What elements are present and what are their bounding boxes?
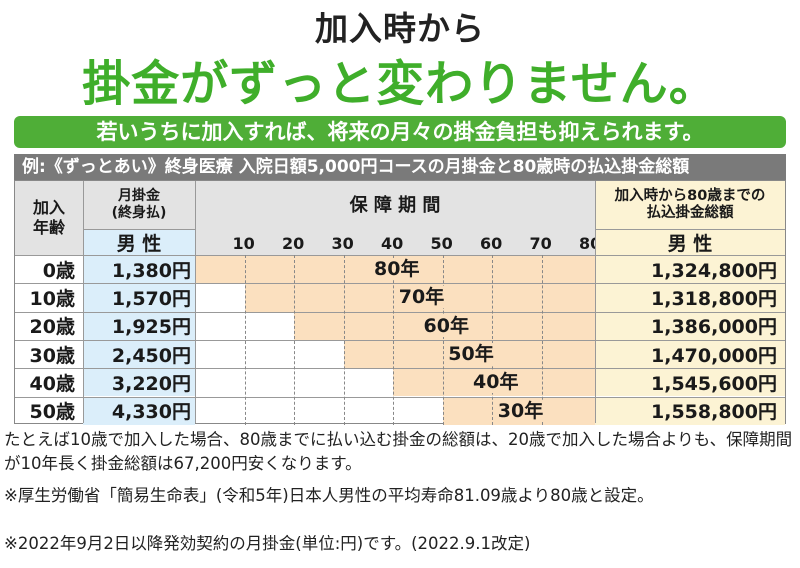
row-divider	[15, 368, 785, 370]
banner: 若いうちに加入すれば、将来の月々の掛金負担も抑えられます。	[14, 116, 786, 148]
row-age: 30歳	[29, 344, 75, 367]
period-tick-label: 10	[232, 234, 255, 253]
grid-dash	[294, 255, 295, 425]
explanation-paragraph: たとえば10歳で加入した場合、80歳までに払い込む掛金の総額は、20歳で加入した…	[4, 430, 793, 473]
period-column-header-bg	[195, 181, 595, 255]
period-tick-label: 20	[282, 234, 305, 253]
row-total: 1,386,000円	[595, 311, 785, 340]
grid-dash	[393, 255, 394, 425]
row-total: 1,318,800円	[595, 283, 785, 312]
premium-gender-header: 男 性	[83, 229, 195, 255]
column-divider	[595, 181, 596, 423]
row-total: 1,324,800円	[595, 255, 785, 284]
row-total: 1,470,000円	[595, 339, 785, 369]
header-divider	[83, 229, 195, 230]
row-premium: 2,450円	[83, 339, 195, 369]
row-total: 1,558,800円	[595, 396, 785, 425]
row-premium: 1,380円	[83, 255, 195, 284]
coverage-period-label: 60年	[422, 314, 470, 337]
period-tick-label: 30	[331, 234, 354, 253]
column-divider	[83, 181, 84, 423]
row-age: 0歳	[42, 259, 75, 282]
row-age: 40歳	[29, 372, 75, 395]
period-tick-label: 40	[381, 234, 404, 253]
row-premium: 1,570円	[83, 283, 195, 312]
grid-dash	[244, 255, 246, 425]
period-tick-label: 60	[480, 234, 503, 253]
period-column-header: 保 障 期 間	[349, 195, 441, 216]
row-total: 1,545,600円	[595, 368, 785, 397]
row-premium: 3,220円	[83, 368, 195, 397]
note-premium-unit: ※2022年9月2日以降発効契約の月掛金(単位:円)です。(2022.9.1改定…	[4, 534, 531, 553]
coverage-period-label: 80年	[373, 258, 421, 280]
grid-dash	[541, 255, 543, 425]
row-divider	[15, 396, 785, 398]
premium-table: 加入 年齢 月掛金 (終身払) 男 性 保 障 期 間 10 20 30 40 50 60…	[14, 180, 786, 425]
coverage-period-label: 50年	[447, 342, 495, 365]
row-divider	[15, 339, 785, 341]
example-caption: 例:《ずっとあい》終身医療 入院日額5,000円コースの月掛金と80歳時の払込掛…	[14, 154, 786, 180]
age-column-header: 加入 年齢	[15, 181, 83, 255]
row-premium: 4,330円	[83, 396, 195, 425]
row-age: 50歳	[29, 401, 75, 424]
column-divider	[195, 181, 196, 423]
coverage-period-label: 40年	[472, 371, 520, 394]
row-divider	[15, 283, 785, 285]
row-premium: 1,925円	[83, 311, 195, 340]
total-gender-header: 男 性	[595, 229, 785, 255]
row-age: 10歳	[29, 287, 75, 310]
period-tick-label: 70	[529, 234, 552, 253]
coverage-period-label: 30年	[496, 399, 545, 422]
coverage-period-label: 70年	[397, 286, 446, 309]
grid-dash	[492, 255, 493, 425]
row-age: 20歳	[29, 316, 75, 339]
row-divider	[15, 255, 785, 256]
grid-dash	[343, 255, 345, 425]
header-divider	[595, 229, 785, 230]
grid-dash	[442, 255, 444, 425]
note-life-expectancy: ※厚生労働省「簡易生命表」(令和5年)日本人男性の平均寿命81.09歳より80歳…	[4, 486, 654, 505]
period-tick-label: 50	[430, 234, 453, 253]
heading-line1: 加入時から	[315, 9, 485, 48]
premium-column-header: 月掛金 (終身払)	[83, 181, 195, 229]
heading-line2: 掛金がずっと変わりません。	[82, 56, 718, 112]
row-divider	[15, 311, 785, 313]
total-column-header: 加入時から80歳までの 払込掛金総額	[595, 181, 785, 229]
